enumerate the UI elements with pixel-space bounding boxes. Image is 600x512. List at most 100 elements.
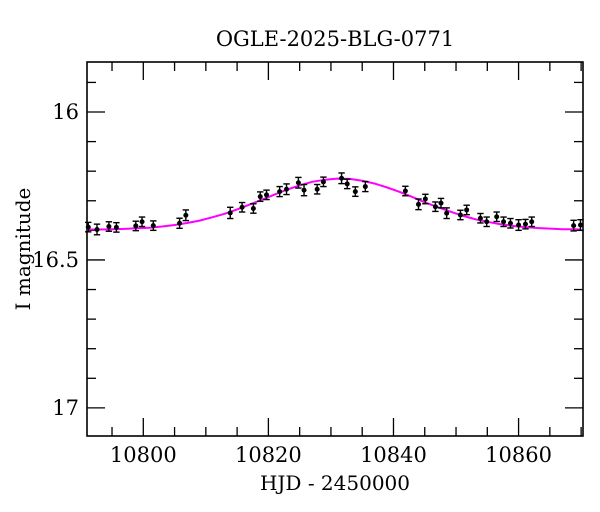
data-point: [570, 219, 577, 232]
data-point: [93, 223, 101, 236]
data-point: [138, 216, 146, 228]
data-point-marker: [295, 180, 301, 186]
data-point-marker: [344, 181, 350, 187]
data-point-marker: [106, 224, 112, 230]
data-point-marker: [422, 196, 428, 202]
x-axis-label: HJD - 2450000: [260, 471, 410, 495]
data-point: [250, 203, 257, 214]
data-point: [257, 191, 264, 203]
data-point: [263, 189, 270, 201]
data-point-marker: [402, 188, 408, 194]
data-point-marker: [522, 221, 528, 227]
data-point-marker: [432, 204, 438, 210]
data-point: [362, 180, 369, 193]
data-point-marker: [314, 186, 320, 192]
data-points-group: [85, 172, 584, 236]
data-point-marker: [416, 201, 422, 207]
data-point-marker: [494, 214, 500, 220]
data-point-marker: [183, 212, 189, 218]
data-point-marker: [257, 194, 263, 200]
x-tick-label: 10860: [485, 443, 552, 467]
data-point-marker: [150, 223, 156, 229]
data-point-marker: [277, 189, 283, 195]
data-point-marker: [438, 200, 444, 206]
data-point: [432, 201, 439, 213]
data-point-marker: [352, 189, 358, 195]
data-point-marker: [444, 210, 450, 216]
data-point-marker: [464, 207, 470, 213]
data-point-marker: [484, 219, 490, 225]
data-point-marker: [362, 184, 368, 190]
data-point: [182, 209, 190, 222]
data-point-marker: [177, 220, 183, 226]
axis-tick-labels: 10800 10820 10840 10860 16 16.5 17: [32, 100, 552, 467]
data-point: [402, 185, 409, 197]
data-point-marker: [227, 210, 233, 216]
data-point-marker: [133, 223, 139, 229]
data-point: [500, 216, 507, 228]
y-axis-label: I magnitude: [11, 188, 35, 311]
data-point: [415, 198, 422, 211]
data-point: [463, 204, 470, 216]
x-tick-label: 10800: [110, 443, 177, 467]
data-point: [483, 216, 490, 228]
data-point-marker: [571, 223, 577, 229]
data-point: [150, 220, 157, 232]
data-point-marker: [339, 175, 345, 181]
y-tick-label: 16.5: [32, 248, 79, 272]
data-point: [132, 220, 139, 232]
data-point: [343, 178, 351, 190]
data-point-marker: [250, 205, 256, 211]
data-point-marker: [284, 186, 290, 192]
data-point-marker: [507, 220, 513, 226]
axis-ticks: [87, 62, 583, 436]
data-point-marker: [457, 212, 463, 218]
data-point: [283, 183, 290, 196]
data-point: [457, 209, 464, 221]
data-point: [477, 212, 484, 224]
data-point-marker: [320, 179, 326, 185]
data-point: [300, 183, 308, 197]
y-tick-label: 16: [52, 100, 79, 124]
data-point: [227, 206, 234, 220]
data-point-marker: [113, 224, 119, 230]
x-tick-label: 10820: [235, 443, 302, 467]
data-point: [313, 183, 321, 195]
data-point-marker: [94, 226, 100, 232]
data-point: [522, 218, 529, 230]
data-point: [105, 221, 113, 232]
data-point: [437, 197, 445, 209]
plot-title: OGLE-2025-BLG-0771: [216, 27, 454, 51]
data-point-marker: [477, 215, 483, 221]
data-point-marker: [529, 219, 535, 225]
data-point-marker: [85, 224, 91, 230]
data-point-marker: [501, 219, 507, 225]
data-point: [515, 219, 522, 232]
data-point-marker: [239, 204, 245, 210]
plot-frame: [86, 61, 584, 437]
y-tick-label: 17: [52, 396, 79, 420]
data-point: [493, 211, 500, 223]
data-point: [443, 207, 450, 220]
x-tick-label: 10840: [360, 443, 427, 467]
data-point: [176, 217, 183, 229]
data-point: [577, 219, 584, 232]
data-point: [528, 216, 535, 228]
data-point-marker: [301, 187, 307, 193]
data-point-marker: [516, 222, 522, 228]
data-point: [352, 186, 359, 198]
data-point: [507, 217, 514, 229]
data-point-marker: [139, 219, 145, 225]
data-point: [422, 193, 429, 205]
data-point: [85, 221, 92, 233]
data-point-marker: [577, 222, 583, 228]
data-point: [113, 221, 120, 233]
data-point: [338, 172, 345, 185]
data-point-marker: [264, 192, 270, 198]
data-point: [295, 176, 302, 189]
data-point: [238, 201, 246, 213]
data-point: [276, 185, 283, 198]
